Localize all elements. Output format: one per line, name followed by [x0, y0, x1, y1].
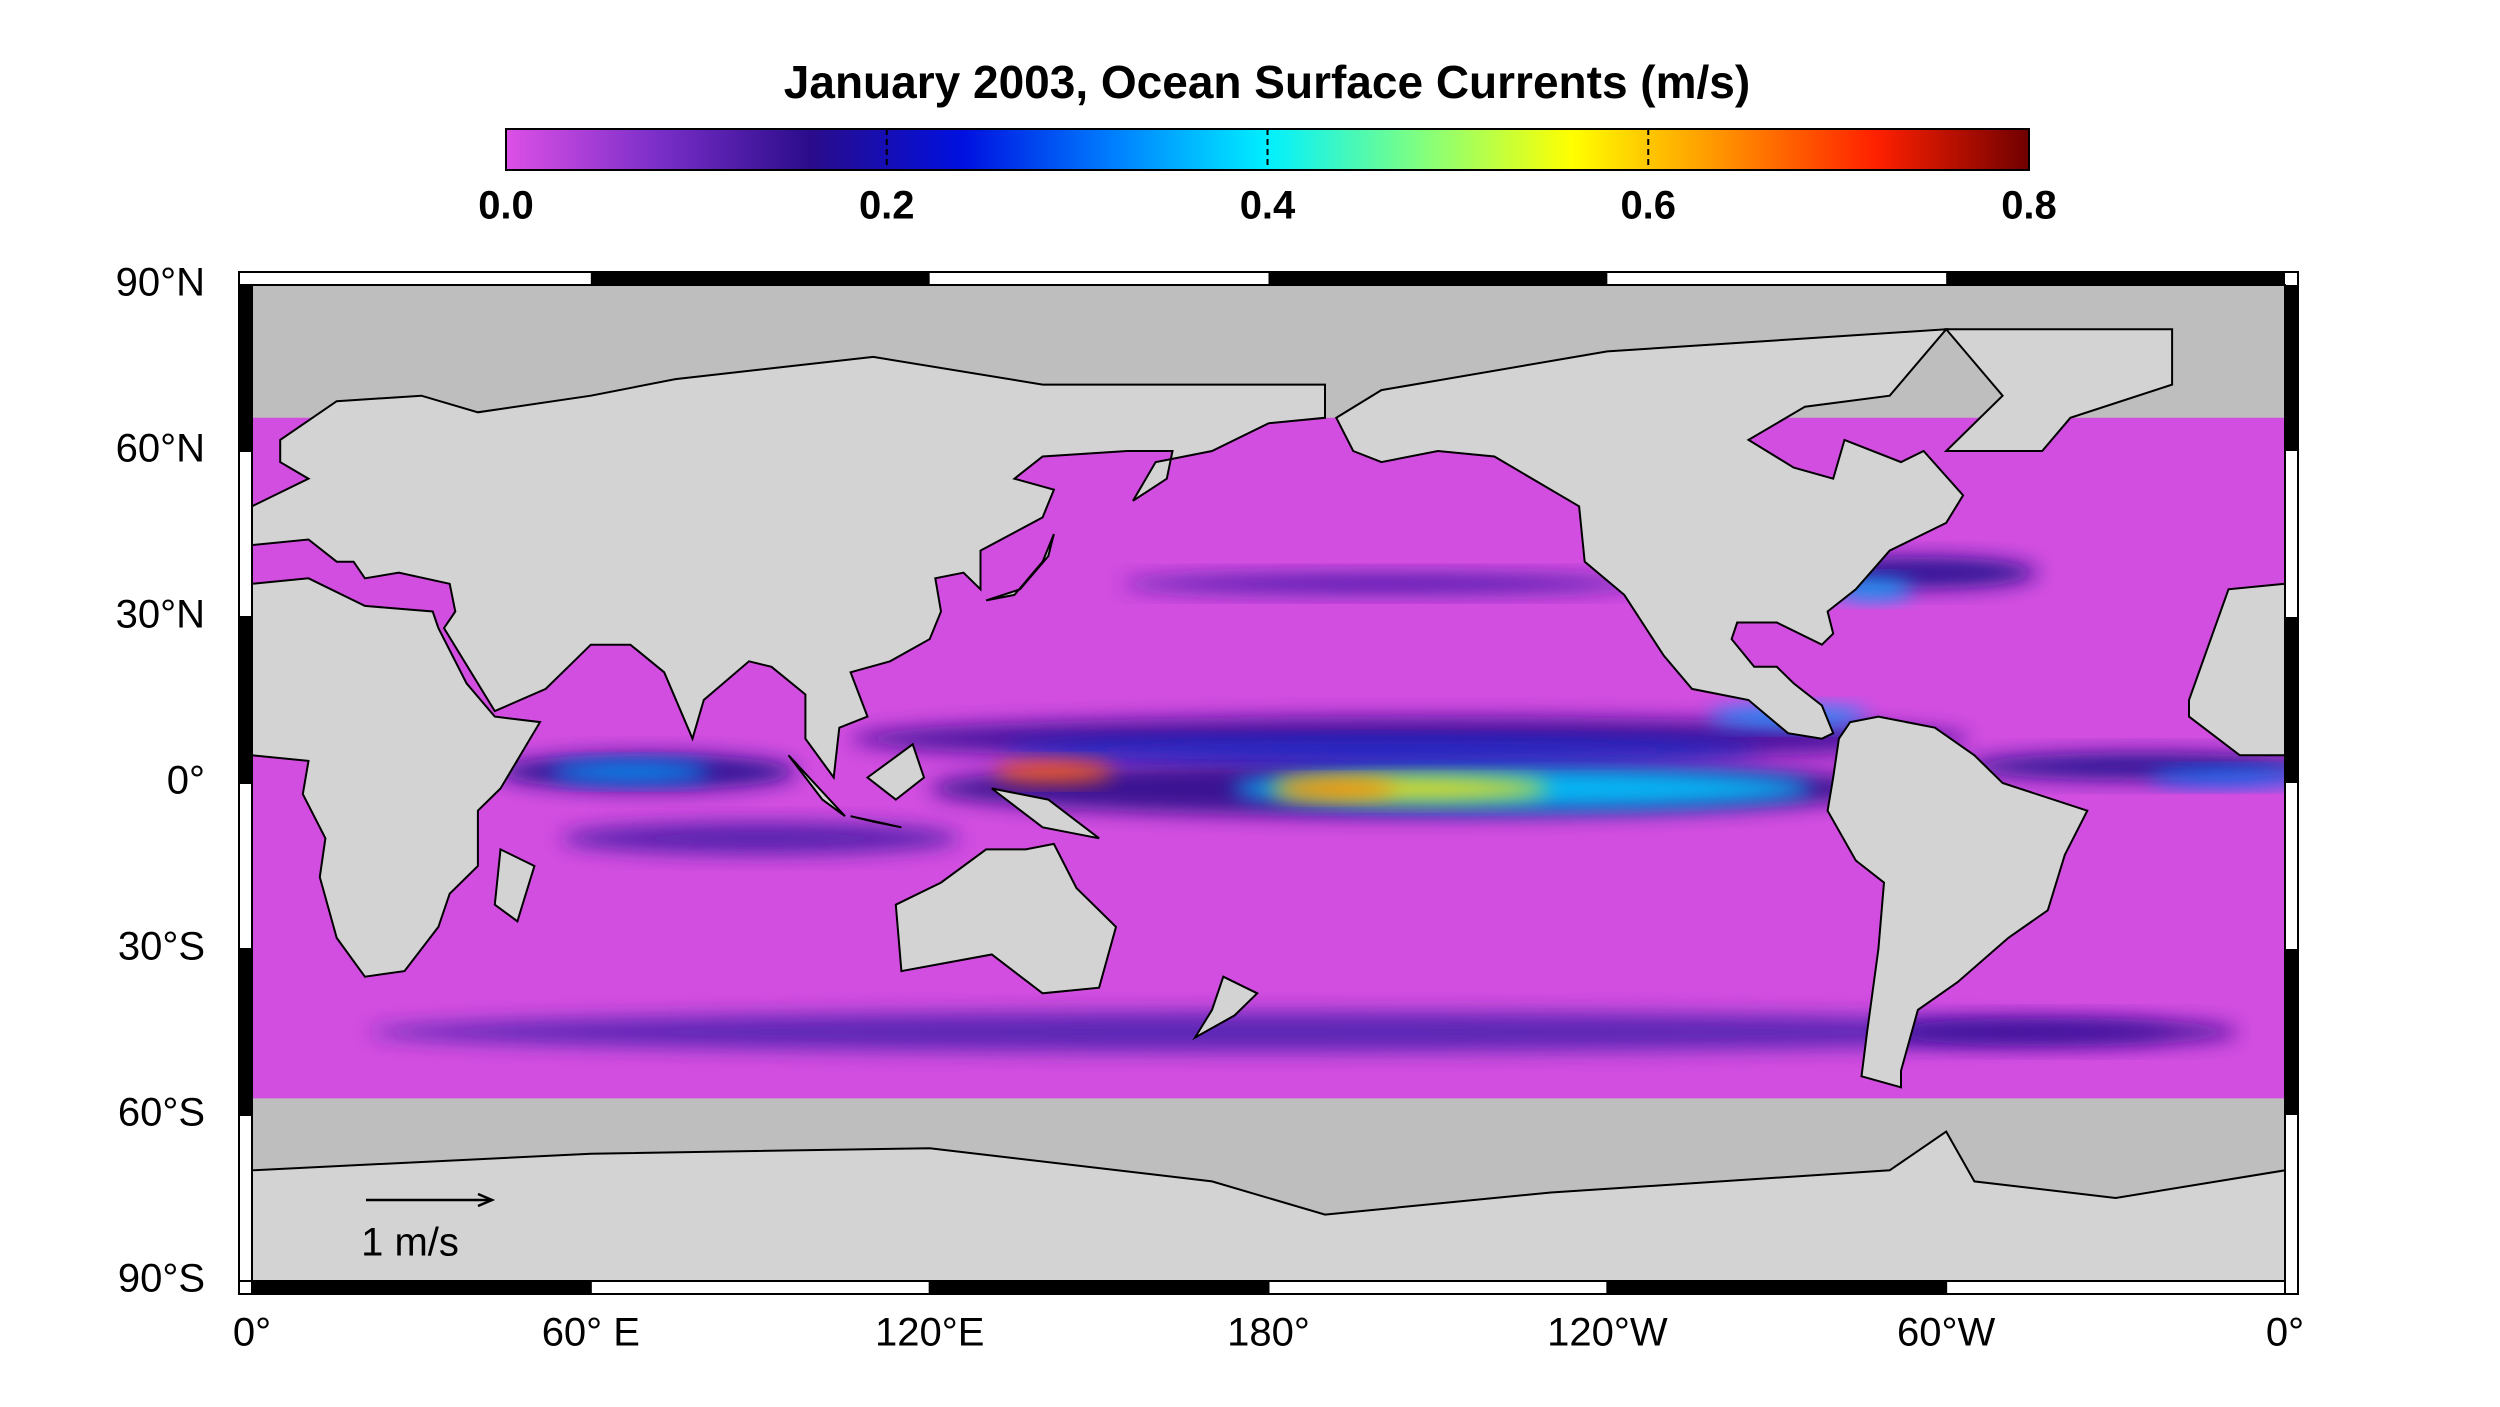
y-tick-label: 0° — [167, 759, 205, 803]
x-tick-label: 180° — [1227, 1311, 1310, 1355]
land — [894, 842, 1118, 995]
scale-label: 1 m/s — [361, 1221, 459, 1265]
y-tick-label: 30°N — [116, 593, 205, 637]
x-tick-label: 0° — [233, 1311, 271, 1355]
current-band — [1879, 1018, 2240, 1046]
land — [1826, 715, 2089, 1089]
colorbar-tick-label: 0.2 — [859, 184, 915, 228]
frame-band — [590, 272, 930, 285]
x-tick-label: 120°W — [1547, 1311, 1668, 1355]
land — [2188, 582, 2285, 757]
land — [850, 815, 902, 829]
frame-band — [2285, 617, 2298, 783]
current-band — [1276, 779, 1397, 798]
current-band — [550, 761, 711, 782]
land — [1334, 328, 1965, 740]
land — [985, 533, 1055, 602]
map — [252, 285, 2285, 1281]
current-band — [368, 1012, 2169, 1052]
land — [991, 787, 1100, 840]
frame-band — [1268, 272, 1608, 285]
scale-arrow-head — [477, 1192, 496, 1208]
x-tick-label: 120°E — [875, 1311, 984, 1355]
frame-band — [2285, 949, 2298, 1115]
colorbar-tick-label: 0.8 — [2001, 184, 2057, 228]
land — [865, 742, 926, 801]
y-tick-label: 90°S — [118, 1257, 205, 1301]
current-band — [2148, 769, 2285, 786]
y-tick-label: 60°S — [118, 1091, 205, 1135]
x-tick-label: 0° — [2266, 1311, 2304, 1355]
chart-title: January 2003, Ocean Surface Currents (m/… — [784, 56, 1750, 108]
land — [493, 847, 536, 923]
land — [787, 754, 846, 818]
frame-band — [2285, 285, 2298, 451]
frame-band — [1607, 1281, 1947, 1294]
colorbar-tick-label: 0.6 — [1620, 184, 1676, 228]
y-tick-label: 30°S — [118, 925, 205, 969]
frame-band — [1946, 272, 2285, 285]
land — [252, 577, 542, 978]
colorbar-tick-label: 0.0 — [478, 184, 534, 228]
frame-band — [252, 1281, 591, 1294]
current-band — [1001, 739, 1762, 760]
land — [1943, 328, 2174, 452]
current-band — [560, 822, 961, 855]
map-frame: 0° 60° E 120°E 180° 120°W 60°W 0° 90°N 60°N 30°N 0… — [116, 261, 2305, 1355]
frame-band — [239, 285, 252, 451]
x-tick-label: 60° E — [542, 1311, 640, 1355]
y-tick-label: 90°N — [116, 261, 205, 305]
current-band — [993, 761, 1114, 782]
frame-band — [239, 617, 252, 783]
land — [252, 1130, 2285, 1281]
frame-band — [929, 1281, 1269, 1294]
y-tick-label: 60°N — [116, 427, 205, 471]
colorbar-tick-label: 0.4 — [1240, 184, 1296, 228]
land — [252, 355, 1326, 781]
x-tick-label: 60°W — [1897, 1311, 1995, 1355]
land — [1192, 975, 1259, 1041]
current-band — [1121, 573, 1642, 594]
frame-band — [239, 949, 252, 1115]
